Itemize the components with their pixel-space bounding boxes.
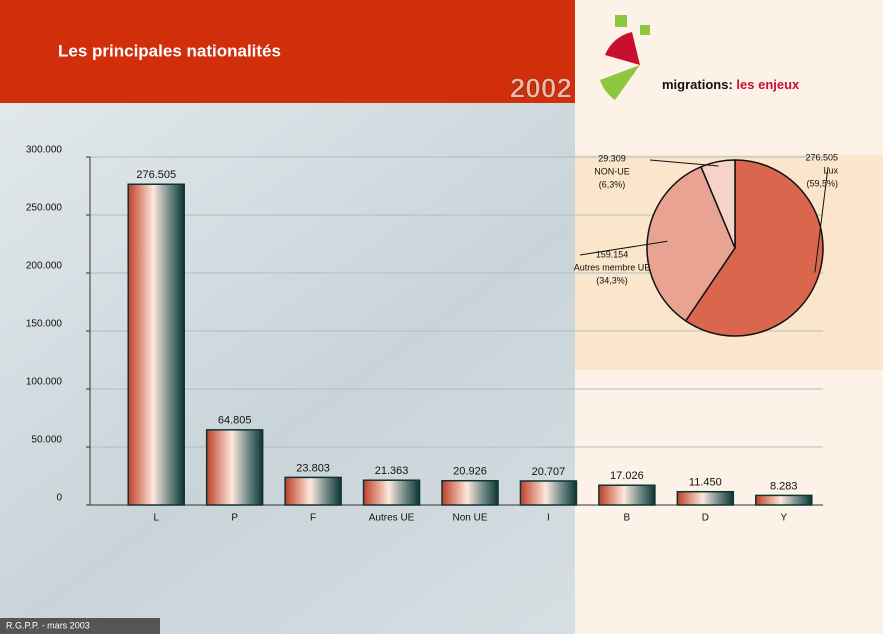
y-tick-label: 300.000: [26, 145, 63, 156]
y-tick-label: 250.000: [26, 203, 63, 214]
y-tick-label: 0: [56, 493, 62, 504]
data-label: 23.803: [296, 462, 330, 474]
pie-share-label: (59,5%): [806, 178, 838, 188]
x-tick-label: P: [231, 513, 238, 524]
data-label: 20.707: [532, 466, 566, 478]
logo-text-red: les enjeux: [736, 77, 800, 92]
data-label: 11.450: [689, 477, 722, 489]
pie-share-label: (6,3%): [599, 179, 626, 189]
data-label: 20.926: [453, 466, 487, 478]
data-label: 21.363: [375, 465, 409, 477]
data-label: 64.805: [218, 415, 252, 427]
pie-category-label: Lux: [823, 165, 838, 175]
x-tick-label: F: [310, 513, 316, 524]
logo-text: migrations: les enjeux: [662, 77, 800, 92]
x-tick-label: L: [153, 513, 159, 524]
y-tick-label: 150.000: [26, 319, 63, 330]
bar: [520, 481, 576, 505]
pie-value-label: 159.154: [596, 249, 629, 259]
data-label: 17.026: [610, 470, 644, 482]
x-tick-label: Y: [780, 513, 787, 524]
data-label: 8.283: [770, 480, 798, 492]
bar: [207, 430, 263, 505]
title: Les principales nationalités: [58, 41, 281, 60]
bar: [677, 492, 733, 505]
bar: [756, 495, 812, 505]
logo-shape: [640, 25, 650, 35]
data-label: 276.505: [136, 169, 176, 181]
logo-shape: [615, 15, 627, 27]
slide: Les principales nationalités 2002 migrat…: [0, 0, 883, 634]
x-tick-label: Non UE: [452, 513, 487, 524]
pie-category-label: Autres membre UE: [574, 262, 651, 272]
year: 2002: [510, 72, 572, 103]
pie-value-label: 276.505: [805, 152, 838, 162]
bar: [442, 481, 498, 505]
x-tick-label: D: [702, 513, 709, 524]
y-tick-label: 200.000: [26, 261, 63, 272]
bar: [128, 184, 184, 505]
footer-source: R.G.P.P. - mars 2003: [6, 620, 90, 630]
x-tick-label: B: [624, 513, 631, 524]
bar: [599, 485, 655, 505]
pie-share-label: (34,3%): [596, 275, 628, 285]
pie-value-label: 29.309: [598, 153, 626, 163]
bar: [285, 477, 341, 505]
pie-category-label: NON-UE: [594, 166, 630, 176]
bar: [364, 480, 420, 505]
y-tick-label: 100.000: [26, 377, 63, 388]
x-tick-label: Autres UE: [369, 513, 415, 524]
logo-text-black: migrations:: [662, 77, 733, 92]
y-tick-label: 50.000: [31, 435, 62, 446]
x-tick-label: I: [547, 513, 550, 524]
